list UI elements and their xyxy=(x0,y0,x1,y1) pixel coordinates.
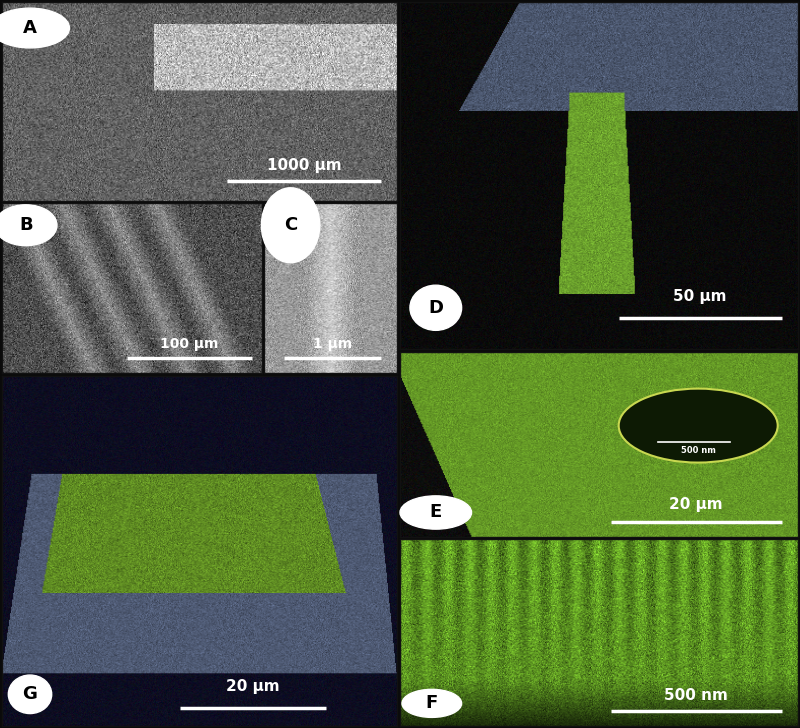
Text: D: D xyxy=(428,298,443,317)
Circle shape xyxy=(0,8,70,48)
Circle shape xyxy=(410,285,462,331)
Text: G: G xyxy=(22,685,38,703)
Text: A: A xyxy=(23,19,37,37)
Text: C: C xyxy=(284,216,297,234)
Text: 1000 μm: 1000 μm xyxy=(267,158,342,173)
Circle shape xyxy=(8,675,52,713)
Text: 20 μm: 20 μm xyxy=(226,679,280,695)
Text: 50 μm: 50 μm xyxy=(674,289,727,304)
Circle shape xyxy=(0,205,57,246)
Text: 500 nm: 500 nm xyxy=(664,689,728,703)
Text: 20 μm: 20 μm xyxy=(670,497,723,513)
Circle shape xyxy=(262,188,320,263)
Circle shape xyxy=(402,689,462,717)
Text: 1 μm: 1 μm xyxy=(313,337,352,352)
Circle shape xyxy=(618,389,778,462)
Text: 500 nm: 500 nm xyxy=(681,446,716,455)
Circle shape xyxy=(400,496,471,529)
Text: F: F xyxy=(426,695,438,713)
Text: E: E xyxy=(430,504,442,521)
Text: B: B xyxy=(19,216,33,234)
Text: 100 μm: 100 μm xyxy=(161,337,218,352)
